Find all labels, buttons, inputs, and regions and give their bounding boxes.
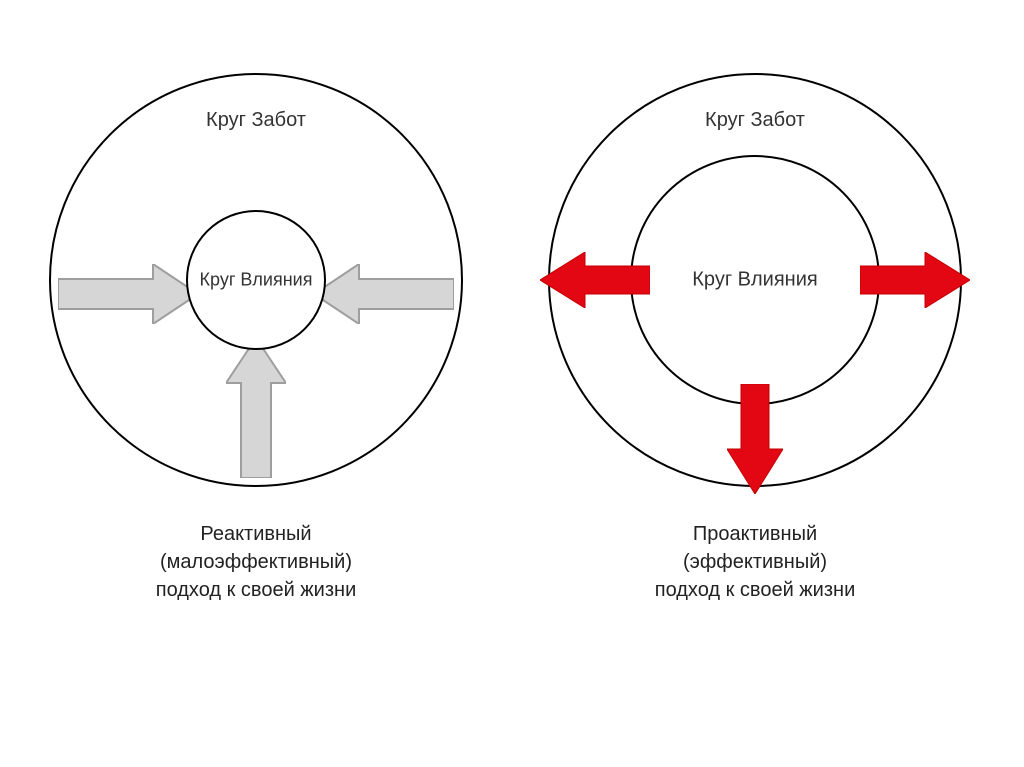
caption-line: подход к своей жизни [605, 576, 905, 604]
arrow-bottom-outward [727, 384, 783, 499]
arrow-icon [226, 338, 286, 478]
outer-circle-label-left: Круг Забот [206, 109, 306, 132]
outer-circle-label-right: Круг Забот [705, 109, 805, 132]
caption-line: подход к своей жизни [106, 576, 406, 604]
caption-line: Проактивный [605, 520, 905, 548]
caption-line: (эффективный) [605, 548, 905, 576]
arrow-icon [58, 264, 198, 324]
caption-line: (малоэффективный) [106, 548, 406, 576]
arrow-left-inward [58, 264, 198, 329]
inner-circle-right: Круг Влияния [630, 155, 880, 405]
arrow-icon [860, 252, 970, 308]
arrow-icon [314, 264, 454, 324]
caption-line: Реактивный [106, 520, 406, 548]
arrow-icon [727, 384, 783, 494]
arrow-right-outward [860, 252, 970, 313]
arrow-bottom-inward [226, 338, 286, 483]
caption-left: Реактивный (малоэффективный) подход к св… [106, 520, 406, 604]
arrow-left-outward [540, 252, 650, 313]
inner-circle-left: Круг Влияния [186, 210, 326, 350]
caption-right: Проактивный (эффективный) подход к своей… [605, 520, 905, 604]
inner-circle-label-right: Круг Влияния [692, 269, 817, 292]
inner-circle-label-left: Круг Влияния [200, 270, 313, 291]
arrow-right-inward [314, 264, 454, 329]
arrow-icon [540, 252, 650, 308]
